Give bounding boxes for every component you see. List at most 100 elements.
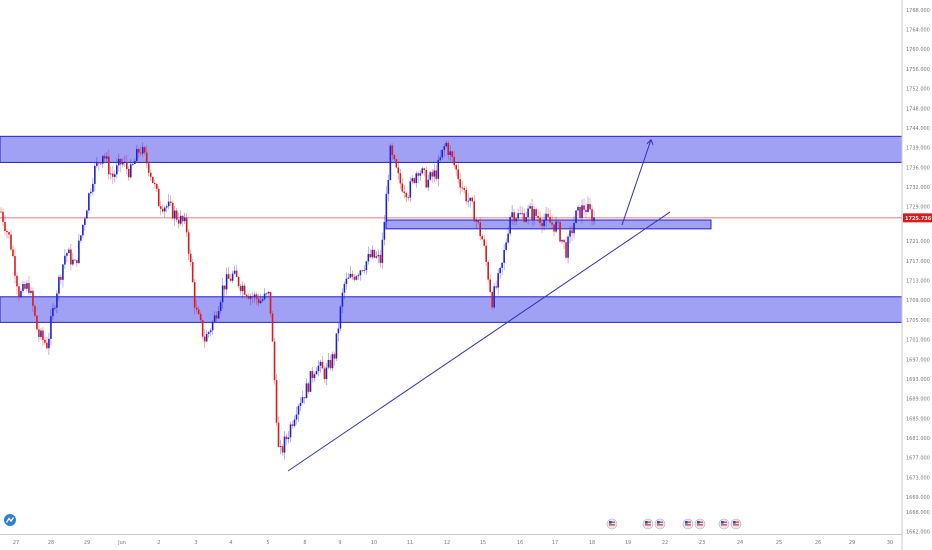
- y-tick-label: 1705.000: [906, 318, 930, 324]
- candle-body: [48, 338, 50, 349]
- x-tick-label: 28: [48, 540, 54, 546]
- candle-body: [8, 232, 10, 235]
- candle-body: [46, 342, 48, 349]
- candle-body: [80, 235, 82, 241]
- candle-body: [271, 313, 274, 342]
- candle-body: [165, 206, 168, 208]
- x-tick-label: 15: [480, 540, 486, 546]
- candle-body: [429, 172, 432, 180]
- candle-body: [86, 210, 88, 219]
- candle-body: [96, 162, 98, 166]
- candle-body: [123, 162, 126, 163]
- candle-body: [289, 424, 292, 438]
- y-tick-label: 1666.000: [906, 510, 930, 516]
- price-label-box: [903, 213, 932, 223]
- candle-body: [227, 274, 230, 279]
- candle-body: [513, 212, 515, 222]
- candle-body: [585, 209, 587, 213]
- candle-body: [381, 239, 384, 263]
- candle-body: [521, 213, 523, 215]
- candle-body: [367, 254, 370, 262]
- candle-body: [74, 259, 76, 261]
- zones-layer: [0, 135, 903, 323]
- candle-body: [349, 273, 352, 278]
- candle-body: [387, 180, 390, 194]
- candle-body: [523, 213, 525, 222]
- event-flag-icon[interactable]: [718, 518, 730, 530]
- event-flag-stripe: [609, 524, 615, 526]
- candle-body: [82, 224, 84, 236]
- candle-body: [401, 183, 404, 192]
- candle-body: [465, 189, 468, 202]
- candle-body: [527, 208, 529, 218]
- event-flag-bg: [694, 518, 706, 530]
- event-flag-bg: [718, 518, 730, 530]
- candle-body: [135, 148, 138, 162]
- candle-body: [141, 147, 144, 154]
- x-tick-label: 24: [737, 540, 743, 546]
- candle-body: [341, 292, 344, 307]
- candle-body: [181, 215, 184, 222]
- y-tick-label: 1752.000: [906, 87, 930, 93]
- event-flag-icon[interactable]: [694, 518, 706, 530]
- candle-body: [443, 146, 446, 150]
- y-tick-label: 1669.000: [906, 495, 930, 501]
- resistance-zone: [0, 135, 903, 163]
- candle-body: [98, 162, 100, 164]
- candle-body: [311, 371, 314, 378]
- retest-zone: [385, 219, 712, 230]
- candle-body: [169, 201, 172, 203]
- tradingview-logo-icon[interactable]: [4, 514, 16, 526]
- candle-body: [471, 197, 474, 202]
- event-flag-bg: [606, 518, 618, 530]
- candle-body: [487, 261, 489, 280]
- candle-body: [371, 249, 374, 258]
- x-tick-label: 23: [699, 540, 705, 546]
- candle-body: [273, 341, 276, 381]
- candle-body: [197, 309, 200, 315]
- y-tick-label: 1662.000: [906, 530, 930, 536]
- y-tick-label: 1685.000: [906, 416, 930, 422]
- candle-body: [557, 221, 559, 223]
- candle-body: [221, 285, 224, 303]
- y-tick-label: 1736.000: [906, 165, 930, 171]
- candle-body: [44, 339, 46, 343]
- candle-body: [106, 156, 108, 159]
- candle-body: [10, 234, 12, 250]
- candle-body: [299, 402, 302, 406]
- candle-body: [147, 163, 150, 173]
- candle-body: [177, 219, 180, 224]
- candle-body: [121, 162, 124, 165]
- candle-body: [139, 152, 142, 154]
- event-flag-icon[interactable]: [682, 518, 694, 530]
- candle-body: [307, 383, 310, 392]
- x-tick-label: 18: [589, 540, 595, 546]
- candle-body: [473, 201, 476, 222]
- candle-body: [229, 278, 232, 281]
- candle-body: [423, 168, 426, 170]
- candle-body: [291, 424, 294, 426]
- event-flag-icon[interactable]: [606, 518, 618, 530]
- y-tick-label: 1721.000: [906, 239, 930, 245]
- x-tick-label: 22: [662, 540, 668, 546]
- candle-body: [269, 291, 272, 314]
- economic-events[interactable]: [606, 518, 742, 530]
- event-flag-icon[interactable]: [642, 518, 654, 530]
- candle-body: [357, 275, 360, 277]
- candle-body: [38, 329, 40, 337]
- candle-body: [565, 242, 567, 258]
- y-axis-ticks: 1768.000 1764.000 1760.000 1756.000 1752.000…: [906, 8, 930, 536]
- event-flag-icon[interactable]: [730, 518, 742, 530]
- candle-body: [323, 368, 326, 379]
- candle-body: [545, 213, 547, 220]
- candle-body: [265, 293, 268, 295]
- candle-body: [231, 273, 234, 281]
- y-tick-label: 1729.000: [906, 205, 930, 211]
- candle-body: [137, 148, 140, 153]
- event-flag-bg: [682, 518, 694, 530]
- candle-body: [90, 191, 92, 194]
- event-flag-icon[interactable]: [654, 518, 666, 530]
- candle-body: [108, 156, 110, 175]
- candle-body: [309, 371, 312, 392]
